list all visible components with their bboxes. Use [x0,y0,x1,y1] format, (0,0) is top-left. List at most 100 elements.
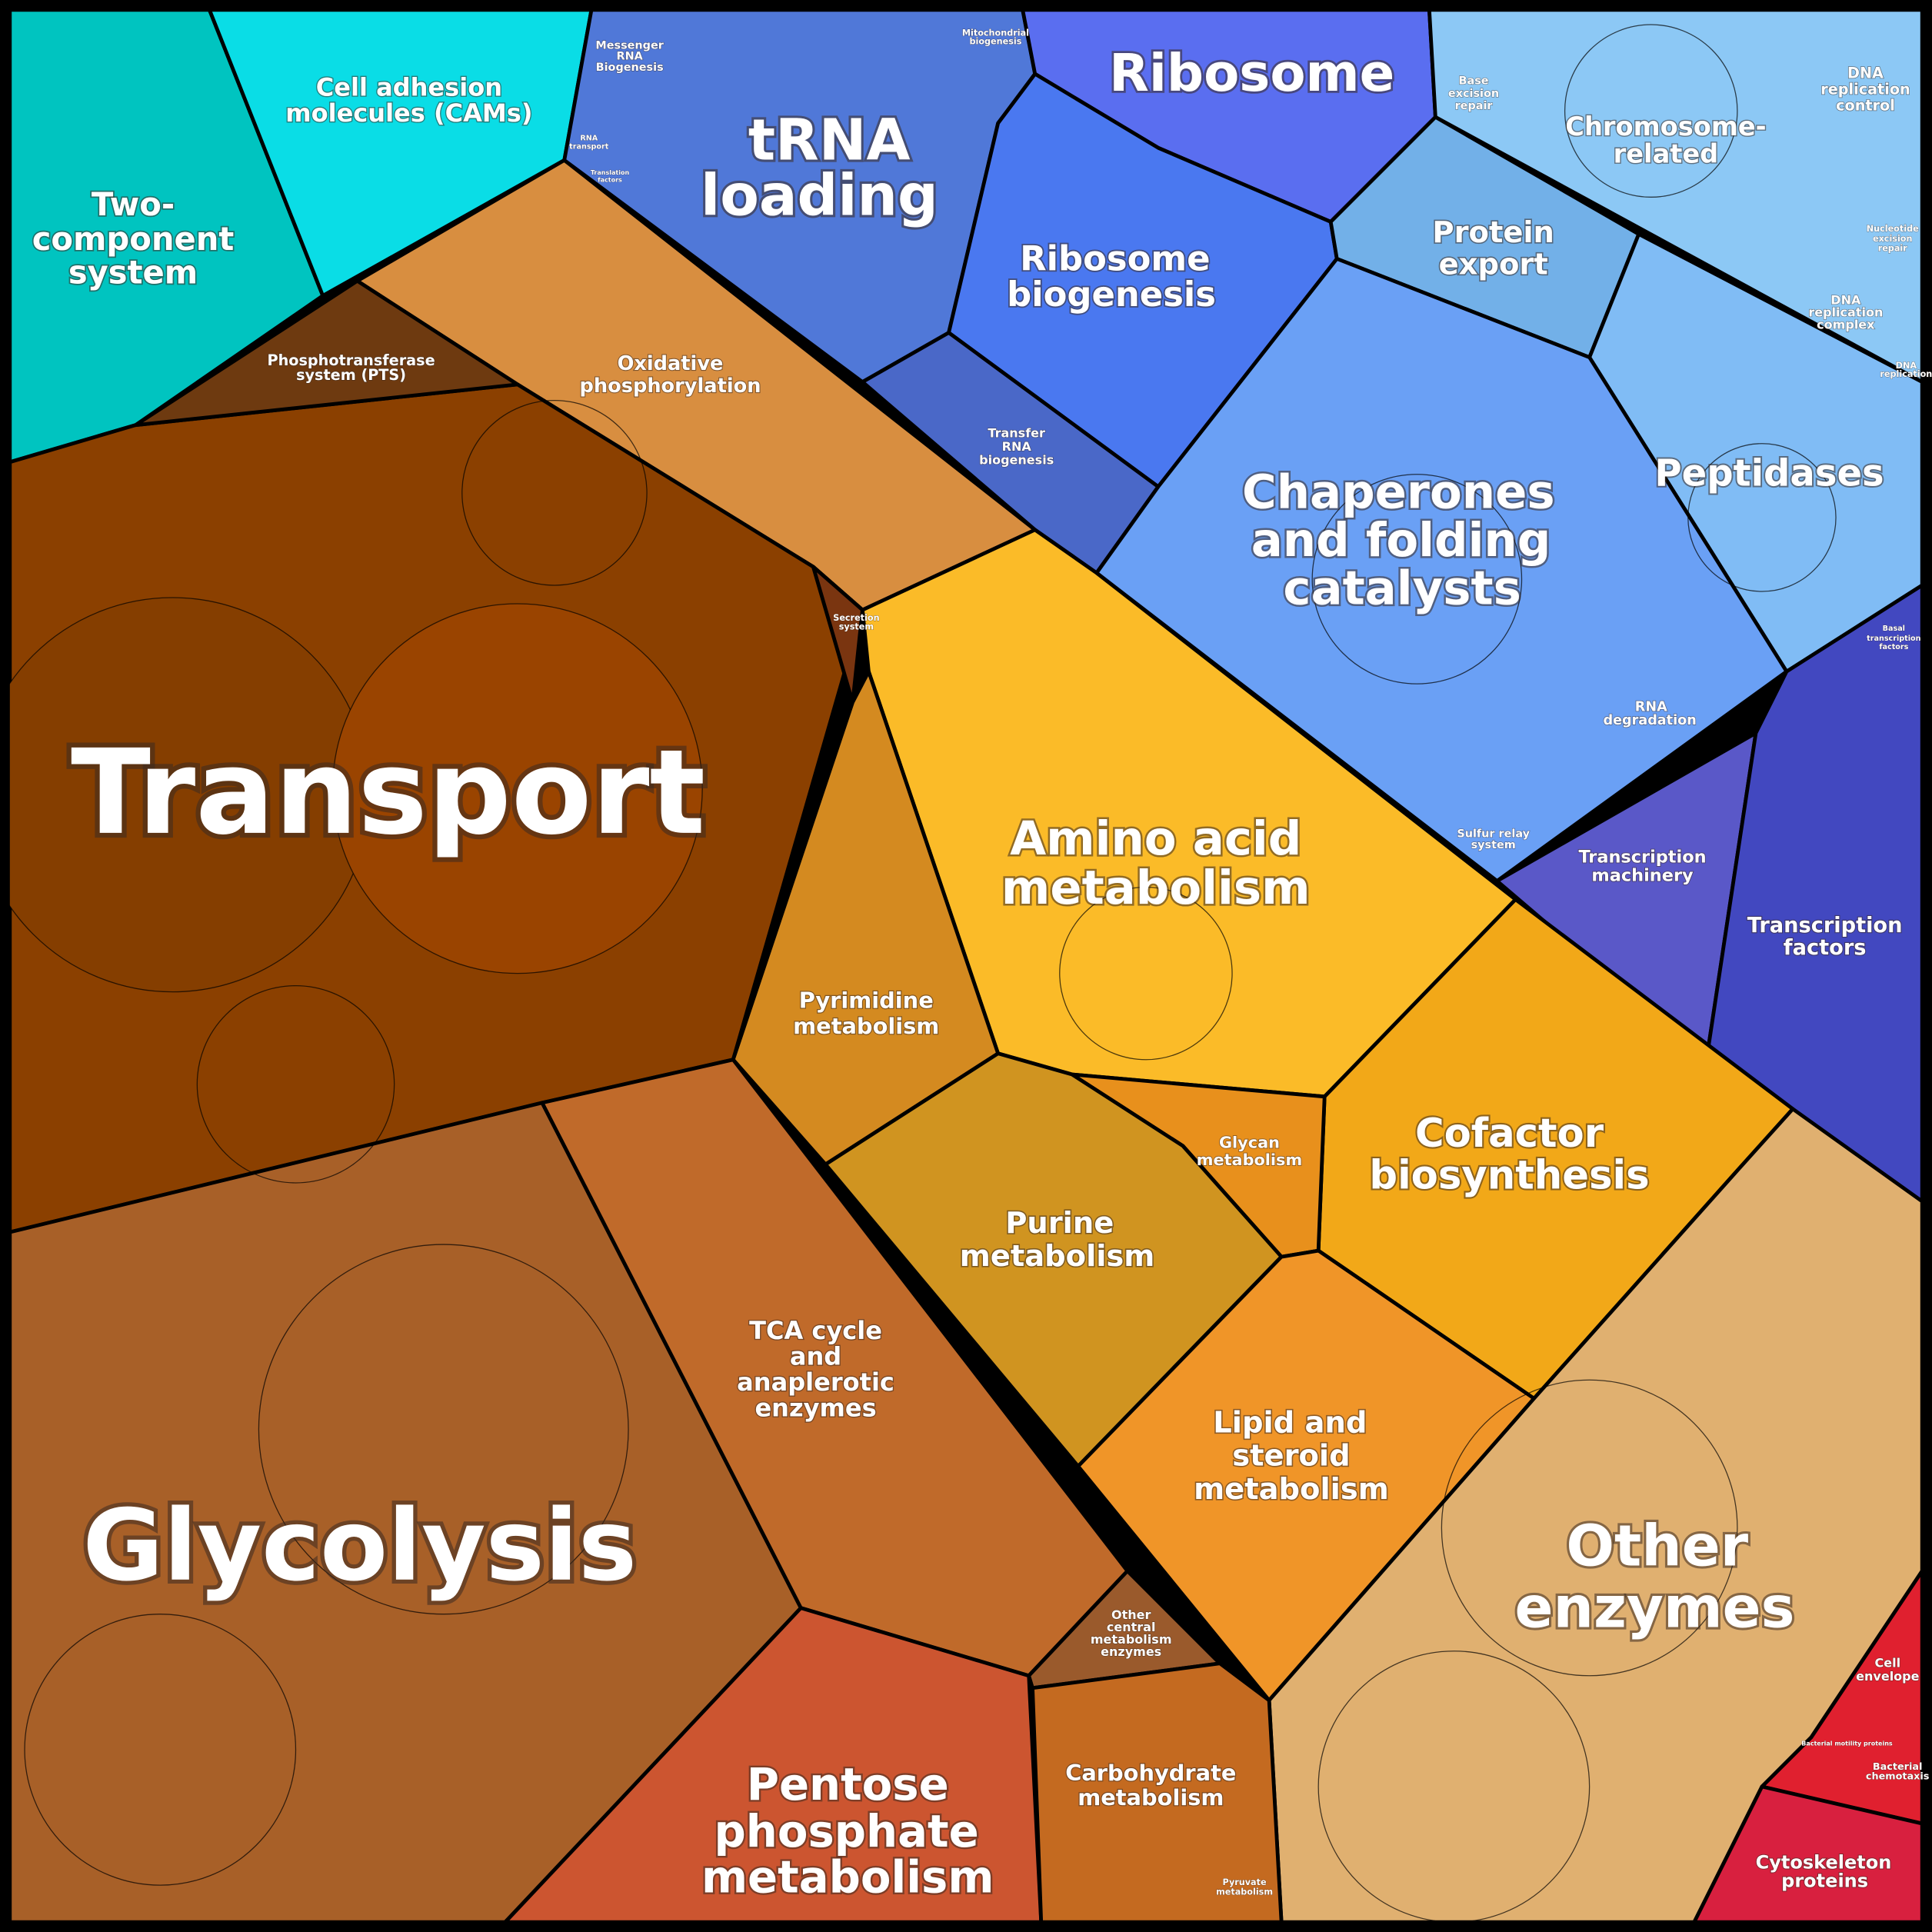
region-label: biogenesis [1007,274,1216,315]
region [1031,1661,1284,1924]
cell [461,400,648,586]
region-label: Bacterial motility proteins [1801,1740,1893,1747]
cell [1687,443,1837,592]
region-label: envelope [1856,1669,1920,1684]
region-label: replication [1880,369,1932,379]
region-label: DNA [1847,65,1884,82]
region-label: and [790,1341,841,1371]
region-label: central [1107,1620,1156,1634]
region-label: Cytoskeleton [1756,1851,1892,1873]
region-label: Glycolysis [82,1489,637,1604]
region-label: system [839,621,874,631]
region [1076,1248,1536,1703]
region-label: DNA [1896,361,1917,371]
region-label: system (PTS) [296,366,406,384]
region-label: export [1439,248,1548,282]
region-label: Oxidative [618,352,724,375]
region-label: metabolism [701,1850,994,1903]
region-label: complex [1817,317,1875,331]
cell [24,1614,297,1886]
region-label: Lipid and [1213,1405,1367,1440]
regions [8,8,1924,1924]
region-label: Pyruvate [1223,1877,1267,1887]
region-label: metabolism [1216,1887,1273,1897]
cells [0,24,1837,1923]
region-label: enzymes [1101,1644,1161,1659]
region-label: Cell adhesion [316,72,502,102]
region-label: chemotaxis [1866,1771,1930,1783]
region-label: Translation [591,169,630,176]
region-label: Pentose [747,1758,949,1810]
region-label: RNA [1635,700,1667,715]
cell [258,1244,629,1615]
region-label: Transcription [1747,914,1903,938]
region-label: system [68,253,198,291]
region-label: Phosphotransferase [268,351,435,369]
region-label: Pyrimidine [799,987,934,1013]
region-label: factors [1879,643,1908,651]
region-label: biogenesis [969,36,1021,46]
region-label: steroid [1232,1439,1350,1474]
region-label: proteins [1781,1870,1868,1891]
region-label: molecules (CAMs) [285,98,532,128]
region-label: phosphorylation [580,375,761,398]
region-label: factors [1784,936,1867,960]
region-label: Protein [1432,215,1554,250]
region-label: and folding [1251,513,1551,568]
region-label: Biogenesis [596,62,664,74]
region-label: loading [701,164,938,229]
region-label: metabolism [1001,861,1311,915]
region-label: Chromosome- [1565,112,1766,142]
region-label: machinery [1591,866,1694,886]
region-label: related [1614,138,1719,168]
region-label: Cell [1875,1655,1901,1670]
region-label: Glycan [1219,1134,1280,1152]
region-label: Ribosome [1020,238,1210,279]
region-label: Nucleotide [1867,224,1919,234]
region-label: Amino acid [1010,811,1301,866]
region-label: Other [1566,1514,1748,1579]
region-label: Mitochondrial [962,28,1029,38]
region-label: metabolism [1078,1784,1224,1810]
region-label: Peptidases [1654,451,1884,495]
region-label: enzymes [1515,1575,1795,1641]
region-label: Ribosome [1109,43,1394,103]
region [811,565,864,705]
region-label: replication [1820,80,1910,98]
region-label: control [1836,96,1895,114]
region-label: Other [1111,1607,1151,1622]
cell [1059,886,1233,1061]
region-label: transport [569,143,609,152]
region-label: metabolism [1194,1472,1389,1507]
region-label: catalysts [1283,561,1521,616]
region-label: transcription [1867,635,1920,643]
region-label: repair [1455,100,1494,112]
region-label: metabolism [960,1239,1155,1274]
region-label: metabolism [1091,1632,1172,1647]
region-label: RNA [1002,439,1032,454]
region-label: Basal [1883,625,1905,633]
region [133,278,520,428]
region-label: excision [1448,88,1499,100]
region-label: Base [1459,75,1489,88]
region-label: system [1471,839,1516,851]
region-label: Sulfur relay [1457,828,1530,841]
region-label: component [32,220,235,258]
region-label: replication [1808,305,1883,319]
region-label: Two- [92,185,175,223]
region-label: Secretion [833,613,879,623]
region-label: TCA cycle [749,1316,882,1345]
region-label: metabolism [793,1013,939,1039]
region-label: excision [1873,234,1913,244]
region-label: Transfer [988,425,1045,440]
cell [196,984,395,1184]
region-label: Transcription [1578,848,1706,868]
region-label: factors [598,176,622,183]
region-label: biogenesis [979,453,1054,468]
region-label: phosphate [715,1805,979,1857]
region-label: tRNA [748,108,911,173]
